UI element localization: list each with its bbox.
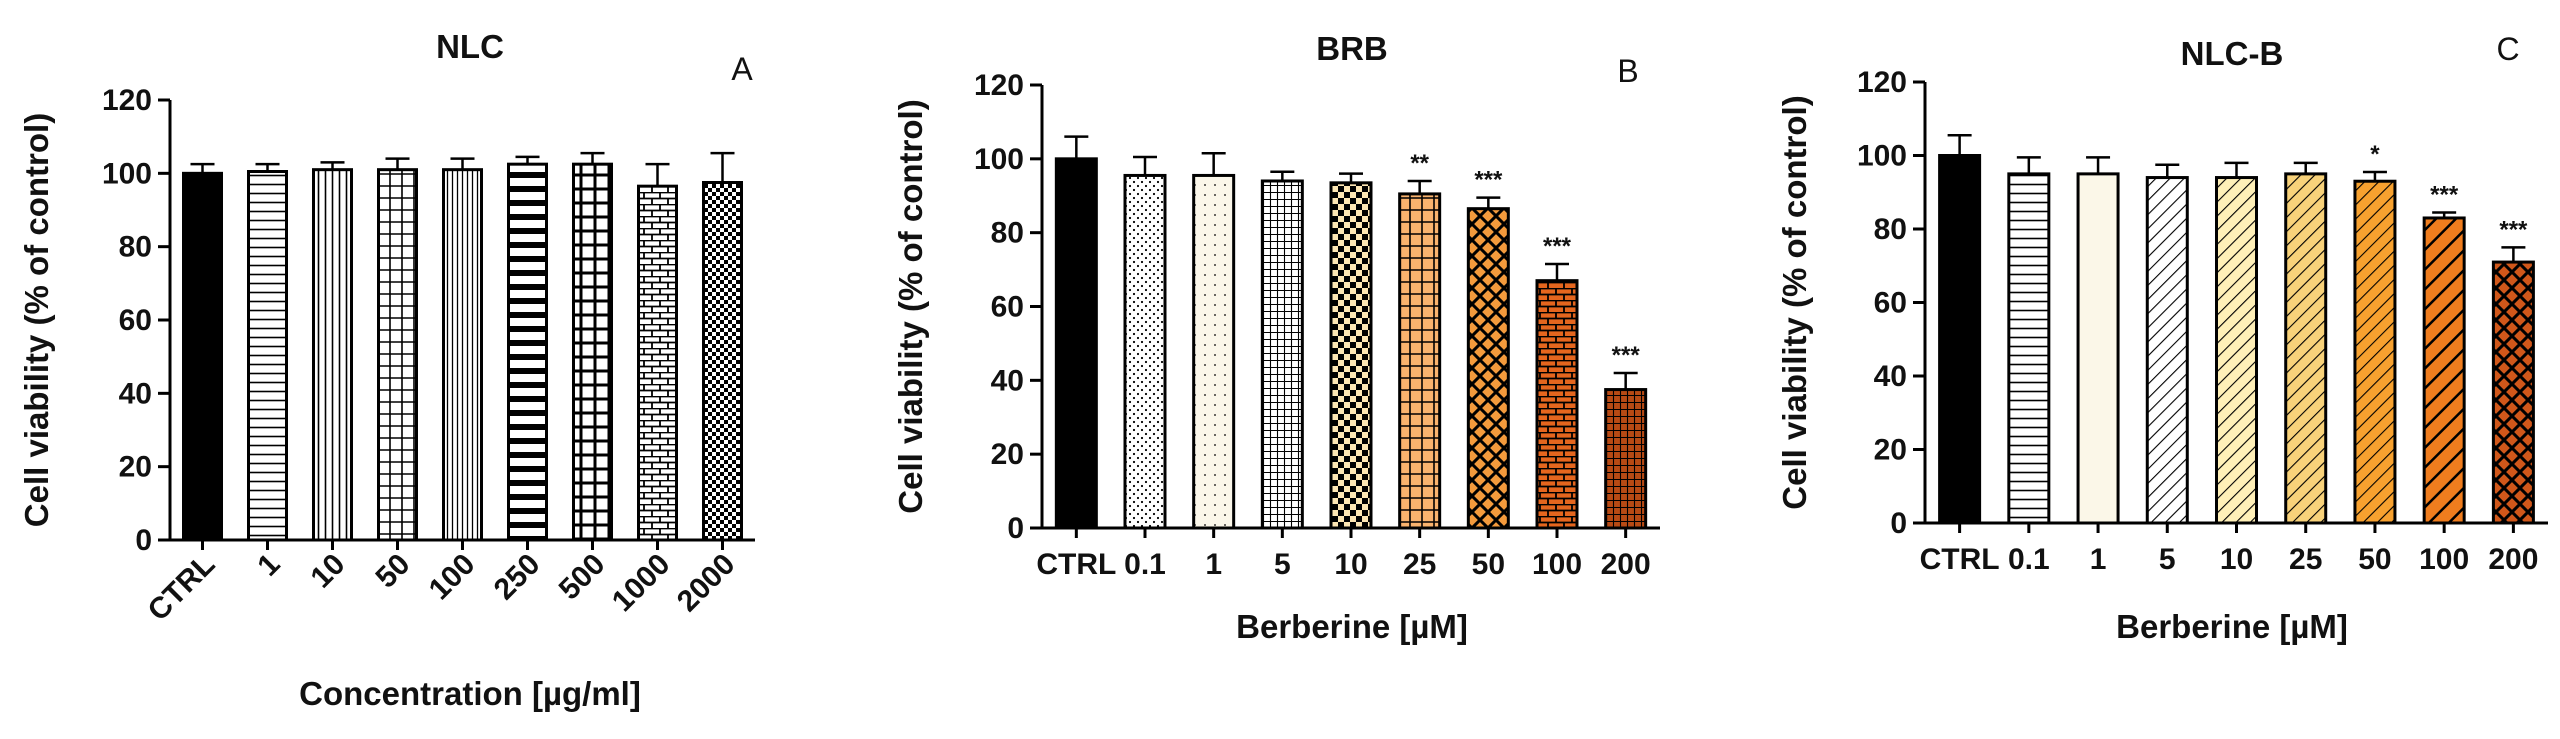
significance-label: ***	[1543, 233, 1572, 260]
y-tick-label: 0	[135, 524, 152, 557]
y-tick-label: 60	[119, 304, 152, 337]
bar-pattern	[573, 164, 612, 540]
x-tick-label: 500	[553, 548, 612, 607]
x-tick-label: CTRL	[1920, 543, 2000, 576]
bar-pattern	[2216, 177, 2257, 524]
y-tick-label: 100	[1857, 140, 1907, 173]
x-tick-label: 2000	[671, 548, 742, 619]
bar	[2078, 173, 2119, 523]
x-axis-title: Concentration [µg/ml]	[299, 675, 641, 712]
x-tick-label: 10	[1334, 548, 1367, 581]
bar	[183, 173, 222, 541]
bar-pattern	[1262, 180, 1303, 528]
y-tick-label: 40	[991, 364, 1024, 397]
bar-pattern	[1537, 280, 1577, 528]
bar-pattern	[638, 186, 677, 540]
x-tick-label: 0.1	[1124, 548, 1166, 581]
bar-pattern	[703, 182, 742, 540]
y-tick-label: 60	[991, 291, 1024, 324]
bar-pattern	[2354, 181, 2395, 523]
y-tick-label: 0	[1890, 507, 1907, 540]
x-tick-label: 5	[1274, 548, 1291, 581]
x-tick-label: 25	[2289, 543, 2322, 576]
x-tick-label: 100	[2419, 543, 2469, 576]
bar-pattern	[2008, 173, 2049, 523]
x-tick-label: 1	[251, 548, 286, 583]
y-tick-label: 100	[102, 157, 152, 190]
x-tick-label: 1000	[606, 548, 677, 619]
bar-pattern	[1331, 182, 1371, 528]
bar-pattern	[443, 169, 482, 540]
x-tick-label: 1	[2090, 543, 2107, 576]
panel-letter: A	[731, 51, 753, 87]
y-tick-label: 40	[119, 377, 152, 410]
x-axis-title: Berberine [µM]	[1236, 608, 1468, 645]
x-tick-label: CTRL	[1036, 548, 1116, 581]
bar-pattern	[2493, 262, 2534, 523]
bar-pattern	[508, 164, 547, 540]
panel-letter: C	[2496, 31, 2519, 67]
bar-pattern	[1125, 175, 1165, 528]
bar-pattern	[2147, 177, 2188, 524]
y-tick-label: 20	[991, 438, 1024, 471]
x-tick-label: 200	[2488, 543, 2538, 576]
bar-pattern	[1605, 389, 1646, 528]
x-tick-label: 100	[423, 548, 482, 607]
chart-title: NLC-B	[2181, 35, 2284, 72]
panel-c-nlc-b: NLC-B C 0 20 40 60 80 100 120 CTRL 0.1 1 5 10 25 * 50 ***…	[1776, 31, 2548, 645]
y-tick-label: 120	[102, 84, 152, 117]
significance-label: ***	[1474, 167, 1503, 194]
bar-pattern	[248, 171, 287, 540]
bar-pattern	[378, 169, 417, 540]
bar-pattern	[1468, 208, 1509, 528]
bar-pattern	[1399, 193, 1440, 528]
bar-pattern	[2285, 173, 2326, 523]
x-tick-label: CTRL	[142, 548, 222, 628]
x-tick-label: 250	[488, 548, 547, 607]
y-axis-title: Cell viability (% of control)	[18, 113, 55, 527]
x-axis-title: Berberine [µM]	[2116, 608, 2348, 645]
bar-pattern	[1193, 175, 1234, 528]
y-axis-title: Cell viability (% of control)	[892, 99, 929, 513]
significance-label: *	[2370, 141, 2380, 168]
x-tick-label: 50	[1472, 548, 1505, 581]
x-tick-label: 100	[1532, 548, 1582, 581]
y-tick-label: 80	[119, 231, 152, 264]
y-tick-label: 100	[974, 143, 1024, 176]
x-tick-label: 1	[1205, 548, 1222, 581]
bar	[1939, 155, 1980, 523]
panel-letter: B	[1617, 53, 1638, 89]
x-tick-label: 50	[370, 548, 417, 595]
significance-label: ***	[2499, 216, 2528, 243]
y-tick-label: 120	[974, 69, 1024, 102]
chart-title: BRB	[1316, 30, 1388, 67]
x-tick-label: 5	[2159, 543, 2176, 576]
y-tick-label: 20	[1874, 434, 1907, 467]
x-tick-label: 10	[305, 548, 352, 595]
y-tick-label: 20	[119, 451, 152, 484]
bar	[1056, 158, 1097, 529]
bar-pattern	[313, 169, 352, 540]
x-tick-label: 25	[1403, 548, 1436, 581]
y-tick-label: 60	[1874, 287, 1907, 320]
y-tick-label: 120	[1857, 66, 1907, 99]
y-tick-label: 0	[1007, 512, 1024, 545]
y-tick-label: 80	[1874, 213, 1907, 246]
x-tick-label: 50	[2358, 543, 2391, 576]
bar-pattern	[2424, 217, 2465, 523]
y-axis-title: Cell viability (% of control)	[1776, 95, 1813, 509]
significance-label: ***	[2430, 181, 2459, 208]
panel-b-brb: BRB B 0 20 40 60 80 100 120 CTRL 0.1 1 5 10 ** 25 *** 50 *…	[892, 30, 1660, 645]
significance-label: ***	[1612, 342, 1641, 369]
y-tick-label: 80	[991, 217, 1024, 250]
significance-label: **	[1410, 150, 1429, 177]
x-tick-label: 200	[1601, 548, 1651, 581]
x-tick-label: 0.1	[2008, 543, 2050, 576]
x-tick-label: 10	[2220, 543, 2253, 576]
chart-title: NLC	[436, 28, 504, 65]
y-tick-label: 40	[1874, 360, 1907, 393]
